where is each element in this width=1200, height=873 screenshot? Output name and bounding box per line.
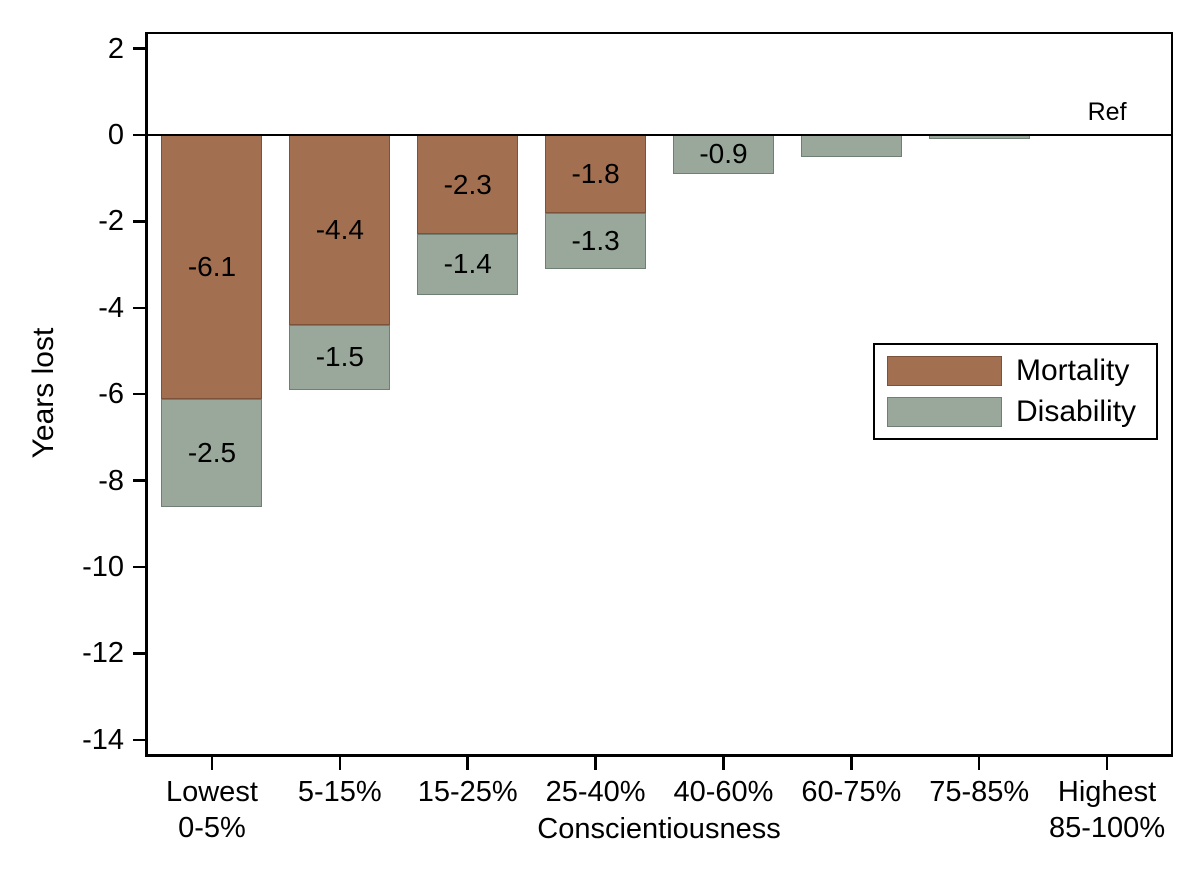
bar-value-label: -4.4 (315, 214, 364, 245)
y-tick-mark (133, 479, 148, 482)
plot-area: Ref Conscientiousness Mortality Disabili… (82, 32, 1173, 845)
y-tick-label: 0 (107, 119, 124, 151)
mortality-swatch-icon (887, 356, 1002, 386)
legend-row-mortality: Mortality (887, 356, 1156, 386)
bar-value-label: -1.3 (571, 224, 620, 256)
y-tick-label: -8 (98, 464, 124, 497)
x-tick-mark (210, 754, 214, 770)
bar-segment-disability (672, 135, 774, 174)
ref-annotation: Ref (1087, 98, 1127, 126)
y-tick-label: -4 (98, 291, 124, 324)
bar-segment-mortality (289, 135, 391, 326)
bar-segment-mortality (417, 135, 519, 235)
x-category-label: 0-5% (178, 812, 246, 844)
bar-segment-disability (417, 234, 519, 295)
y-tick-mark (133, 133, 148, 137)
y-tick-mark (133, 220, 148, 223)
disability-swatch-icon (887, 397, 1002, 427)
legend: Mortality Disability (873, 343, 1158, 440)
x-category-label: 85-100% (1049, 812, 1166, 844)
bar-value-label: -1.8 (571, 158, 620, 189)
y-tick-mark (133, 652, 148, 655)
y-tick-label: -12 (82, 637, 124, 670)
legend-row-disability: Disability (887, 397, 1156, 427)
bar-value-label: -6.1 (187, 251, 237, 282)
x-category-label: 40-60% (673, 776, 774, 808)
x-category-label: Lowest (165, 776, 258, 808)
y-tick-label: -10 (82, 551, 124, 583)
x-category-label: 25-40% (545, 776, 646, 808)
x-category-label: 75-85% (929, 776, 1030, 808)
x-category-label: 15-25% (417, 776, 518, 808)
y-tick-mark (133, 306, 148, 310)
bar-value-label: -1.4 (443, 248, 492, 280)
y-tick-mark (133, 392, 148, 396)
bar-segment-disability (161, 398, 263, 507)
x-tick-mark (1105, 754, 1109, 770)
x-tick-mark (977, 754, 981, 770)
bar-segment-disability (800, 135, 902, 157)
x-category-label: Highest (1057, 776, 1157, 808)
y-tick-mark (133, 738, 148, 742)
bar-value-label: -2.5 (187, 436, 237, 468)
y-tick-label: -14 (82, 723, 124, 756)
zero-baseline (148, 133, 1171, 137)
y-tick-mark (133, 47, 148, 50)
bar-segment-disability (545, 212, 647, 269)
bar-value-label: -0.9 (699, 138, 748, 169)
bar-segment-mortality (161, 135, 263, 399)
legend-label-disability: Disability (1016, 395, 1137, 428)
x-axis-title: Conscientiousness (537, 813, 781, 845)
legend-label-mortality: Mortality (1016, 354, 1130, 387)
x-tick-mark (722, 754, 725, 770)
bar-value-label: -1.5 (315, 341, 364, 373)
x-tick-mark (850, 754, 853, 770)
y-tick-label: -6 (98, 378, 124, 411)
bar-value-label: -2.3 (443, 169, 492, 200)
bar-segment-disability (289, 325, 391, 390)
x-category-label: 60-75% (801, 776, 902, 808)
x-tick-mark (594, 754, 597, 770)
x-category-label: 5-15% (297, 776, 382, 808)
x-tick-mark (338, 754, 342, 770)
y-tick-label: 2 (107, 32, 124, 65)
x-tick-mark (466, 754, 469, 770)
y-tick-mark (133, 565, 148, 569)
y-tick-label: -2 (98, 205, 124, 238)
